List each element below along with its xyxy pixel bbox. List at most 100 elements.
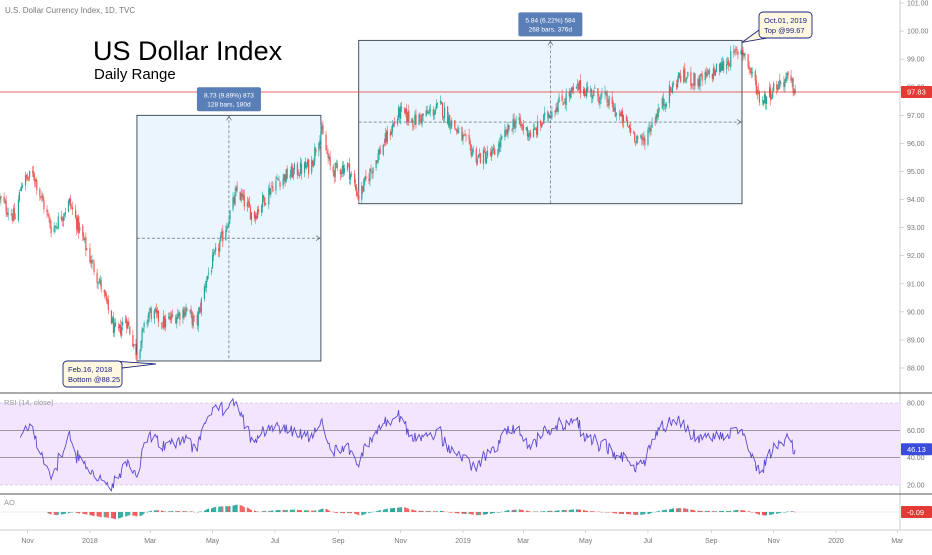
ao-bar (701, 511, 702, 512)
ao-bar (354, 512, 355, 514)
ao-bar (251, 510, 252, 512)
ao-bar (490, 512, 491, 514)
ao-bar (241, 505, 242, 512)
ao-bar (129, 512, 130, 515)
ao-bar (492, 512, 493, 513)
ao-bar (48, 512, 49, 513)
ao-bar (622, 512, 623, 514)
ao-bar (119, 512, 120, 518)
ao-bar (630, 512, 631, 514)
ao-bar (149, 511, 150, 512)
price-tick-label: 94.00 (907, 197, 925, 204)
ao-bar (229, 506, 230, 512)
ao-bar (663, 510, 664, 512)
ao-bar (106, 512, 107, 517)
ao-bar (125, 512, 126, 517)
ao-bar (555, 511, 556, 512)
ao-bar (648, 512, 649, 514)
ao-bar (523, 510, 524, 512)
ao-bar (543, 511, 544, 512)
ao-bar (476, 512, 477, 515)
ao-bar (83, 512, 84, 514)
price-tick-label: 88.00 (907, 366, 925, 373)
ao-bar (616, 512, 617, 514)
ao-bar (451, 512, 452, 513)
ao-bar (168, 511, 169, 512)
ao-bar (558, 510, 559, 512)
ao-bar (526, 511, 527, 512)
ao-bar (744, 511, 745, 512)
ao-bar (275, 510, 276, 512)
ao-bar (792, 511, 793, 512)
ao-panel[interactable]: AO -0.09 (0, 494, 932, 519)
ao-bar (644, 512, 645, 514)
ao-bar (676, 508, 677, 512)
ao-bar (141, 512, 142, 516)
ao-bar (755, 512, 756, 513)
ao-bar (593, 511, 594, 512)
ao-bar (358, 512, 359, 515)
ao-bar (587, 511, 588, 512)
ao-bar (380, 510, 381, 512)
ao-bar (315, 510, 316, 512)
ao-bar (169, 511, 170, 512)
ao-bar (540, 511, 541, 512)
ao-bar (484, 512, 485, 514)
ao-bar (327, 509, 328, 512)
ao-bar (93, 512, 94, 516)
ao-bar (182, 511, 183, 512)
ao-bar (407, 508, 408, 512)
ao-bar (778, 512, 779, 513)
ao-bar (304, 510, 305, 512)
ao-bar (406, 508, 407, 512)
rsi-tick-label: 80.00 (907, 401, 925, 408)
ao-bar (177, 511, 178, 512)
ao-bar (300, 510, 301, 512)
ao-bar (580, 510, 581, 512)
candle (778, 81, 779, 90)
ao-bar (572, 509, 573, 512)
ao-bar (430, 511, 431, 512)
ao-bar (612, 512, 613, 513)
ao-bar (61, 512, 62, 515)
ao-bar (454, 512, 455, 513)
time-tick-label: Sep (705, 538, 718, 545)
ao-bar (147, 512, 148, 513)
ao-bar (709, 511, 710, 512)
ao-bar (737, 510, 738, 512)
ao-bar (351, 512, 352, 513)
rsi-current-value: 46.13 (907, 445, 926, 454)
ao-bar (63, 512, 64, 514)
ao-bar (158, 510, 159, 512)
ao-bar (349, 512, 350, 513)
current-price-value: 97.83 (907, 88, 926, 97)
ao-bar (665, 510, 666, 512)
ao-bar (390, 508, 391, 512)
ao-bar (705, 511, 706, 512)
ao-bar (78, 512, 79, 513)
ao-bar (614, 512, 615, 513)
ao-bar (329, 511, 330, 512)
ao-bar (156, 510, 157, 512)
ao-bar (461, 512, 462, 514)
bottom-callout-date: Feb.16, 2018 (68, 365, 112, 374)
ao-bar (515, 510, 516, 512)
ao-bar (559, 510, 560, 512)
ao-bar (151, 511, 152, 512)
time-tick-label: May (579, 538, 593, 545)
ao-bar (478, 512, 479, 515)
ao-bar (191, 511, 192, 512)
ao-bar (566, 510, 567, 512)
ao-bar (477, 512, 478, 515)
ao-bar (743, 510, 744, 512)
ao-bar (170, 511, 171, 512)
ao-bar (297, 510, 298, 512)
ao-bar (290, 510, 291, 512)
ao-bar (652, 512, 653, 513)
ao-bar (623, 512, 624, 514)
ao-bar (726, 511, 727, 512)
ao-bar (714, 511, 715, 512)
ao-bar (658, 511, 659, 512)
